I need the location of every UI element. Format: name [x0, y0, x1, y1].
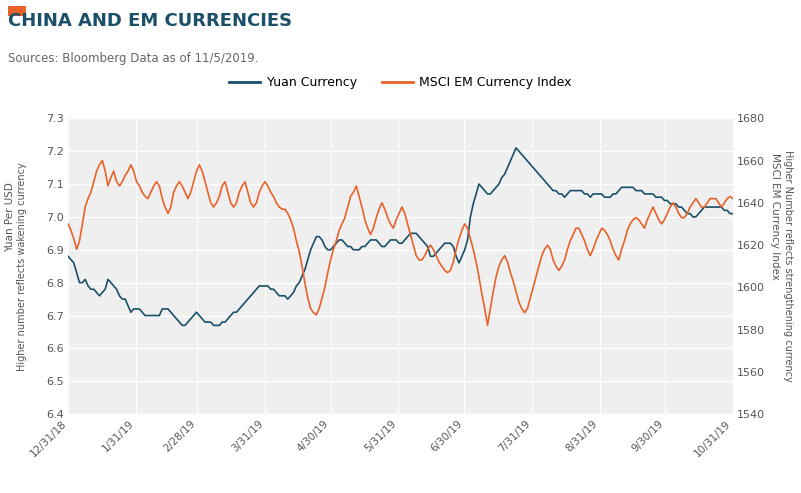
Text: CHINA AND EM CURRENCIES: CHINA AND EM CURRENCIES [8, 12, 292, 31]
Legend: Yuan Currency, MSCI EM Currency Index: Yuan Currency, MSCI EM Currency Index [224, 71, 577, 94]
Text: MSCI EM Currency Index: MSCI EM Currency Index [771, 153, 780, 281]
Text: Higher Number reflects strengthening currency: Higher Number reflects strengthening cur… [783, 150, 793, 382]
Text: Sources: Bloomberg Data as of 11/5/2019.: Sources: Bloomberg Data as of 11/5/2019. [8, 52, 259, 65]
Text: Higher number reflects wakening currency: Higher number reflects wakening currency [18, 162, 27, 371]
Text: Yuan Per USD: Yuan Per USD [5, 182, 14, 252]
